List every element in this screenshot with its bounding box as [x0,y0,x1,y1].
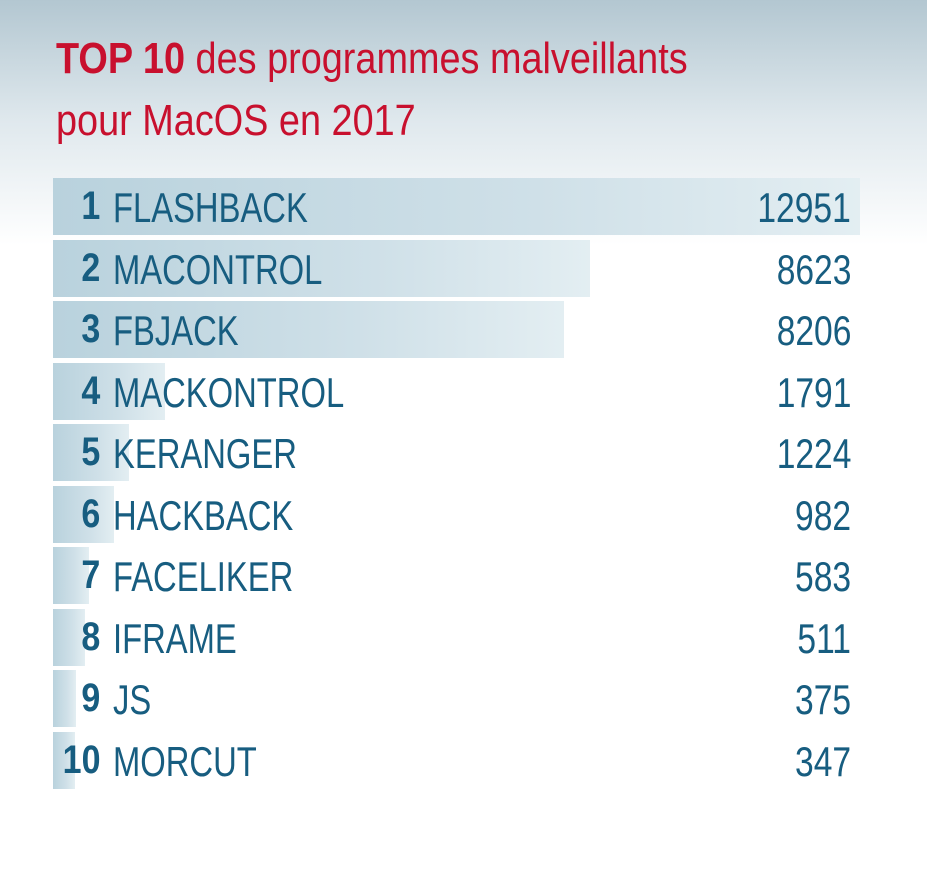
rank-label: 2 [81,245,100,290]
bar-row: 4 MACKONTROL 1791 [53,362,863,420]
value-label: 347 [794,737,851,785]
rank-label: 4 [81,368,100,413]
value-label: 8623 [776,245,851,293]
bar [53,547,90,604]
bar-row: 6 HACKBACK 982 [53,485,863,543]
category-label: MACKONTROL [113,368,345,416]
category-label: KERANGER [113,430,297,477]
category-label: MACONTROL [113,245,323,293]
bar-row: 3 FBJACK 8206 [53,301,863,358]
rank-label: 8 [81,614,100,659]
value-label: 583 [794,553,851,600]
value-label: 12951 [757,184,851,231]
bar [53,485,115,543]
category-label: FBJACK [113,307,239,354]
category-label: MORCUT [113,737,257,785]
rank-label: 5 [81,430,100,474]
chart-title: TOP 10 des programmes malveillants pour … [56,28,688,152]
category-label: FACELIKER [113,553,294,600]
bar-row: 9 JS 375 [53,670,863,727]
category-label: FLASHBACK [113,184,308,231]
rank-label: 7 [81,553,100,597]
category-label: IFRAME [113,614,237,662]
rank-label: 1 [81,184,100,228]
rank-label: 9 [81,676,100,720]
value-label: 375 [794,676,851,723]
bar-row: 5 KERANGER 1224 [53,424,863,481]
value-label: 982 [794,491,851,539]
value-label: 1224 [776,430,851,477]
value-label: 1791 [776,368,851,416]
rank-label: 10 [62,737,100,782]
bar [53,670,77,727]
rank-label: 3 [81,307,100,351]
bar-row: 7 FACELIKER 583 [53,547,863,604]
title-line2: pour MacOS en 2017 [56,96,416,145]
value-label: 511 [797,614,851,662]
bar-row: 8 IFRAME 511 [53,608,863,666]
title-bold: TOP 10 [56,34,186,83]
bar [53,731,75,789]
bar [53,178,860,235]
rank-label: 6 [81,491,100,536]
bar [53,362,165,420]
category-label: HACKBACK [113,491,294,539]
value-label: 8206 [776,307,851,354]
bar [53,608,85,666]
category-label: JS [113,676,152,723]
bar [53,239,591,297]
bar [53,301,565,358]
bar-row: 1 FLASHBACK 12951 [53,178,863,235]
bar-row: 10 MORCUT 347 [53,731,863,789]
bar-row: 2 MACONTROL 8623 [53,239,863,297]
bar [53,424,130,481]
title-rest: des programmes malveillants [185,34,688,83]
